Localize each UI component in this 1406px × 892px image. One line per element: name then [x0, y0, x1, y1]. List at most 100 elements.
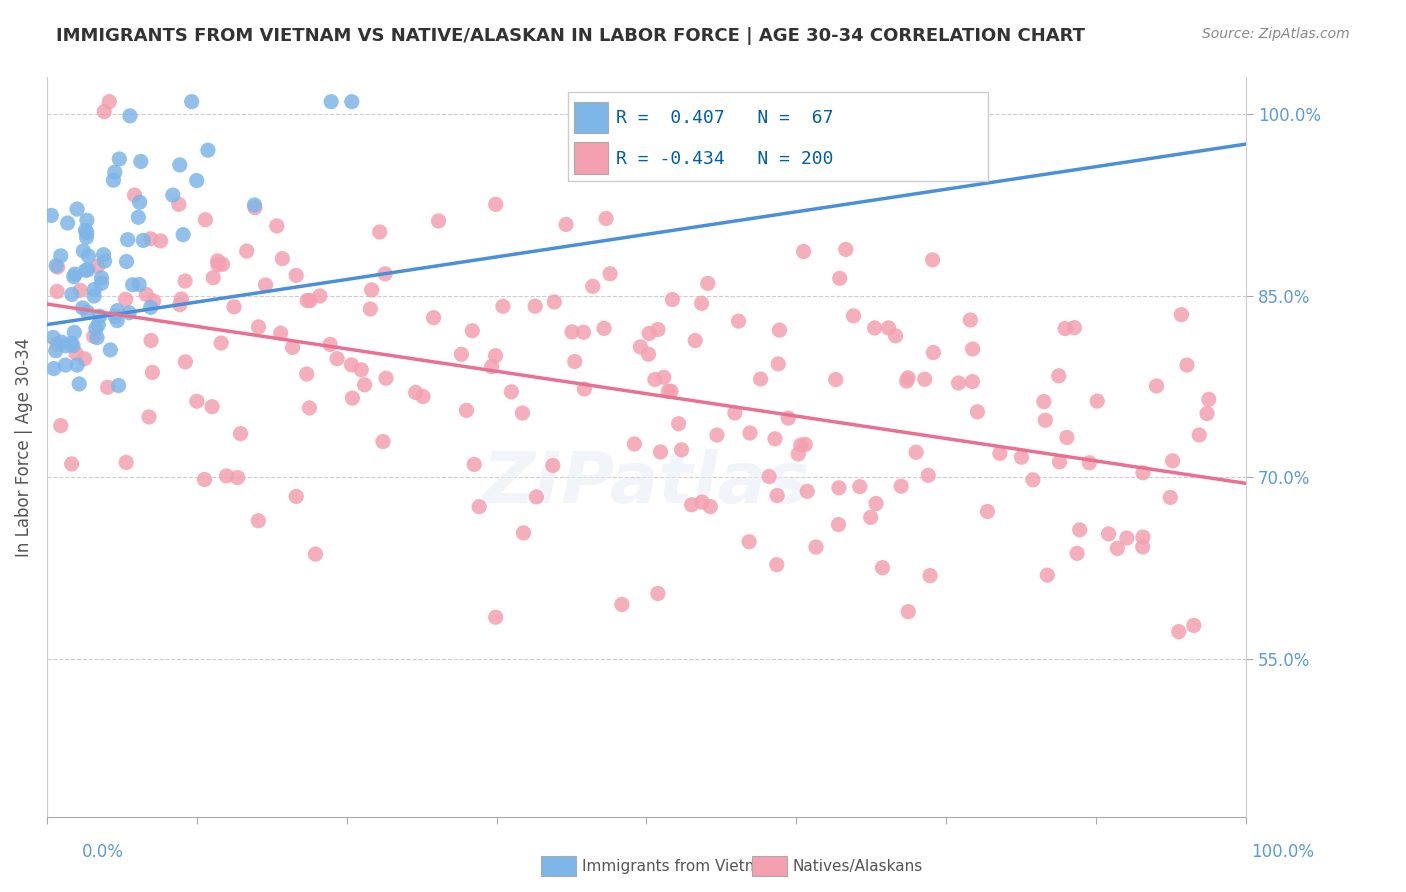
- Point: [804, 540, 827, 554]
- Point: [450, 347, 472, 361]
- Point: [271, 252, 294, 266]
- Point: [76, 213, 98, 227]
- Point: [461, 324, 484, 338]
- Point: [321, 95, 343, 109]
- Point: [412, 390, 434, 404]
- Point: [72, 244, 94, 258]
- Point: [1132, 466, 1154, 480]
- Point: [209, 336, 232, 351]
- Point: [884, 329, 907, 343]
- Point: [914, 372, 936, 386]
- Point: [766, 488, 789, 502]
- Point: [114, 293, 136, 307]
- Point: [211, 257, 233, 271]
- Point: [572, 325, 595, 339]
- Point: [139, 334, 162, 348]
- Point: [595, 211, 617, 226]
- Point: [793, 244, 815, 259]
- Point: [340, 95, 363, 109]
- Point: [905, 445, 928, 459]
- Point: [638, 326, 661, 341]
- Point: [49, 418, 72, 433]
- Point: [644, 372, 666, 386]
- Point: [1022, 473, 1045, 487]
- Point: [877, 321, 900, 335]
- Point: [353, 377, 375, 392]
- Point: [463, 458, 485, 472]
- Point: [222, 300, 245, 314]
- Point: [371, 434, 394, 449]
- Point: [326, 351, 349, 366]
- Point: [170, 292, 193, 306]
- Point: [427, 214, 450, 228]
- Point: [46, 337, 69, 351]
- Point: [827, 517, 849, 532]
- Point: [172, 227, 194, 242]
- Point: [132, 233, 155, 247]
- Point: [295, 293, 318, 308]
- Point: [139, 232, 162, 246]
- Point: [105, 313, 128, 327]
- Point: [1161, 454, 1184, 468]
- Point: [128, 195, 150, 210]
- Point: [65, 346, 87, 360]
- Point: [127, 211, 149, 225]
- Point: [1069, 523, 1091, 537]
- Point: [117, 233, 139, 247]
- Point: [285, 490, 308, 504]
- Point: [174, 355, 197, 369]
- Point: [543, 295, 565, 310]
- Point: [103, 173, 125, 187]
- Point: [652, 370, 675, 384]
- Point: [281, 340, 304, 354]
- Text: Immigrants from Vietnam: Immigrants from Vietnam: [582, 859, 779, 873]
- Text: 0.0%: 0.0%: [82, 843, 124, 861]
- Point: [1107, 541, 1129, 556]
- Point: [699, 500, 721, 514]
- Point: [55, 358, 77, 372]
- Point: [193, 473, 215, 487]
- Point: [67, 376, 90, 391]
- Point: [60, 457, 83, 471]
- Point: [512, 406, 534, 420]
- Point: [1056, 430, 1078, 444]
- Point: [207, 253, 229, 268]
- Point: [526, 490, 548, 504]
- Point: [749, 372, 772, 386]
- Text: Natives/Alaskans: Natives/Alaskans: [793, 859, 924, 873]
- Point: [368, 225, 391, 239]
- Point: [229, 426, 252, 441]
- Point: [564, 354, 586, 368]
- Point: [917, 468, 939, 483]
- Point: [512, 525, 534, 540]
- Point: [49, 249, 72, 263]
- Point: [671, 442, 693, 457]
- Point: [270, 326, 292, 340]
- Point: [1011, 450, 1033, 465]
- Point: [485, 610, 508, 624]
- Point: [485, 197, 508, 211]
- Point: [186, 173, 208, 187]
- Point: [115, 254, 138, 268]
- Point: [828, 271, 851, 285]
- Point: [790, 438, 813, 452]
- Point: [121, 277, 143, 292]
- Point: [142, 294, 165, 309]
- Point: [1146, 379, 1168, 393]
- Point: [63, 267, 86, 281]
- Point: [1032, 394, 1054, 409]
- FancyBboxPatch shape: [568, 92, 988, 181]
- Point: [42, 330, 65, 344]
- Point: [763, 432, 786, 446]
- Point: [659, 384, 682, 399]
- Point: [86, 259, 108, 273]
- Point: [1195, 407, 1218, 421]
- Point: [647, 586, 669, 600]
- Point: [555, 218, 578, 232]
- Point: [824, 373, 846, 387]
- Point: [90, 277, 112, 291]
- Point: [266, 219, 288, 233]
- Point: [75, 230, 97, 244]
- Point: [1097, 527, 1119, 541]
- Point: [97, 380, 120, 394]
